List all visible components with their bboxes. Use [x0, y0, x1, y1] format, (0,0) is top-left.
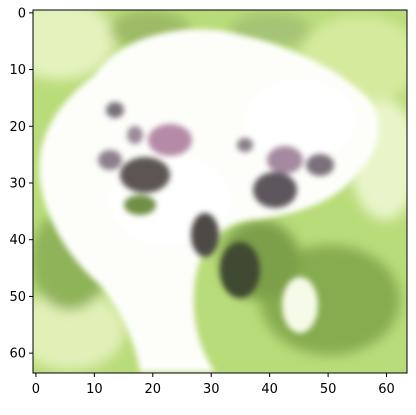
grass-light-patch	[33, 290, 125, 370]
y-tick-label: 20	[9, 120, 26, 135]
pink-patch	[267, 146, 303, 174]
axes-frame	[32, 9, 408, 374]
y-axis: 0 10 20 30 40 50 60	[9, 6, 33, 362]
x-tick-label: 0	[32, 382, 40, 397]
y-tick-label: 40	[9, 233, 26, 248]
image-content	[33, 10, 407, 373]
x-tick-label: 20	[145, 382, 162, 397]
grass-light-patch	[33, 10, 115, 80]
gray-patch	[98, 150, 122, 170]
dark-patch	[120, 157, 170, 193]
subject-markings	[98, 102, 334, 298]
y-tick-label: 50	[9, 290, 26, 305]
x-tick-label: 10	[86, 382, 103, 397]
x-tick-label: 40	[261, 382, 278, 397]
x-tick-label: 50	[320, 382, 337, 397]
pink-patch	[148, 124, 192, 156]
dark-patch	[253, 172, 297, 208]
gray-patch	[127, 126, 143, 144]
gray-patch	[306, 154, 334, 176]
y-tick-label: 10	[9, 63, 26, 78]
dark-patch	[191, 213, 219, 257]
green-shadow	[124, 195, 156, 215]
gray-patch	[106, 102, 124, 118]
y-tick-label: 30	[9, 176, 26, 191]
gray-patch	[237, 138, 253, 152]
x-tick-label: 60	[378, 382, 395, 397]
x-tick-label: 30	[203, 382, 220, 397]
y-tick-label: 0	[18, 6, 26, 21]
x-axis: 0 10 20 30 40 50 60	[32, 373, 395, 397]
dark-patch	[220, 242, 260, 298]
y-tick-label: 60	[9, 347, 26, 362]
